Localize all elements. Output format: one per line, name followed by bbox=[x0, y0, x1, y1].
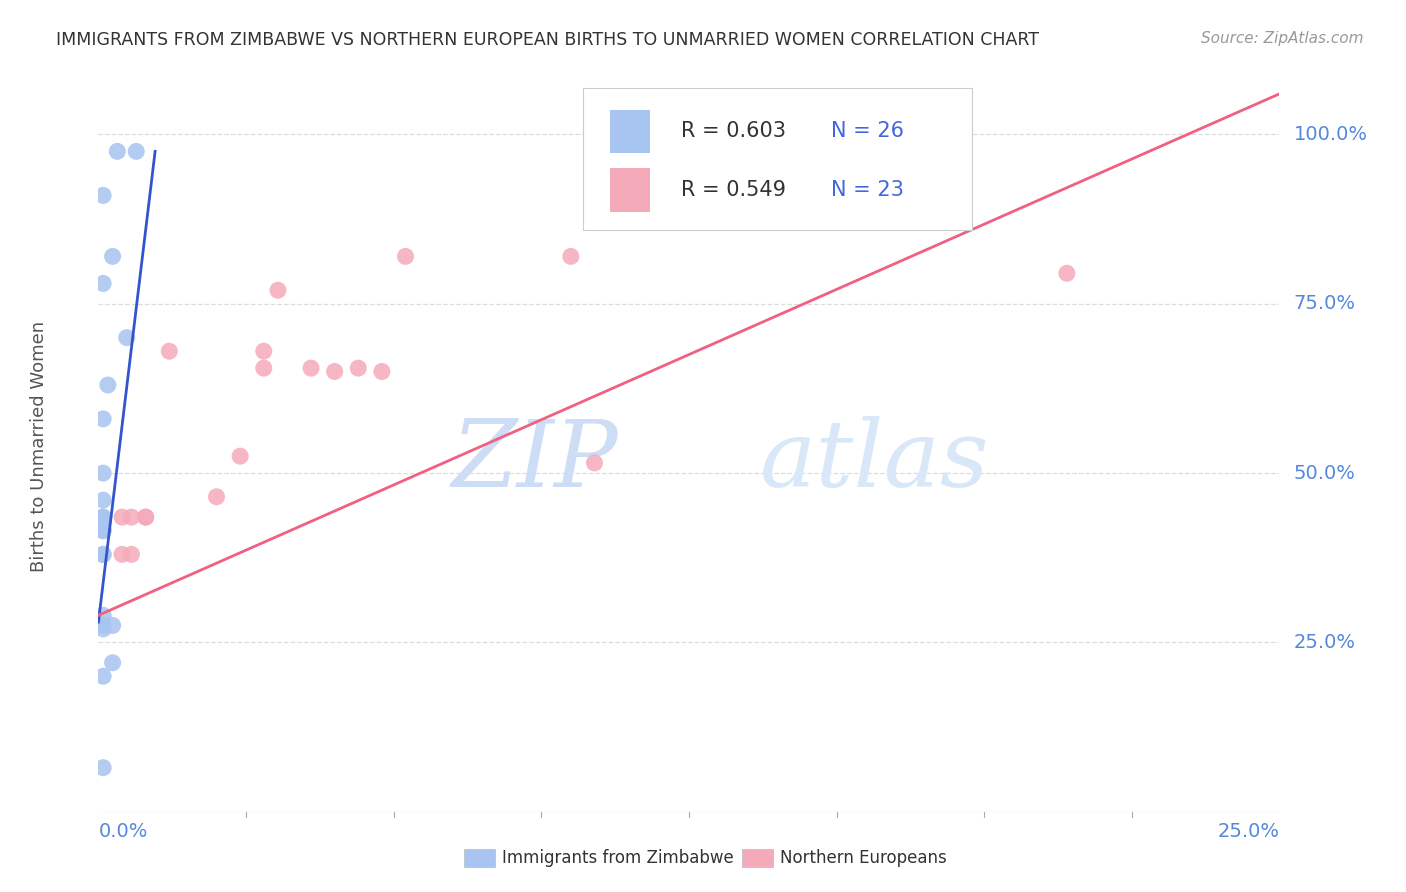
Point bbox=[90, 514, 112, 528]
Point bbox=[91, 618, 114, 632]
Point bbox=[125, 145, 148, 159]
Text: 25.0%: 25.0% bbox=[1294, 633, 1355, 652]
Text: R = 0.549: R = 0.549 bbox=[681, 180, 786, 200]
Point bbox=[253, 361, 276, 376]
Point bbox=[1056, 266, 1078, 280]
Point bbox=[91, 761, 114, 775]
Point bbox=[135, 510, 157, 524]
Text: N = 26: N = 26 bbox=[831, 121, 904, 142]
Point bbox=[101, 618, 124, 632]
Point bbox=[135, 510, 157, 524]
Point bbox=[91, 510, 114, 524]
Point bbox=[121, 510, 143, 524]
Text: Immigrants from Zimbabwe: Immigrants from Zimbabwe bbox=[502, 849, 734, 867]
Text: 100.0%: 100.0% bbox=[1294, 125, 1368, 144]
Point bbox=[91, 514, 114, 528]
Text: atlas: atlas bbox=[759, 416, 990, 506]
Point bbox=[91, 547, 114, 561]
Point bbox=[820, 145, 842, 159]
Point bbox=[105, 145, 128, 159]
Point bbox=[121, 547, 143, 561]
Point bbox=[583, 456, 606, 470]
Point bbox=[394, 249, 416, 263]
Point bbox=[91, 466, 114, 480]
Point bbox=[91, 524, 114, 538]
Text: 50.0%: 50.0% bbox=[1294, 464, 1355, 483]
Text: N = 23: N = 23 bbox=[831, 180, 904, 200]
Point bbox=[91, 524, 114, 538]
Point bbox=[101, 656, 124, 670]
Text: R = 0.603: R = 0.603 bbox=[681, 121, 786, 142]
Point bbox=[371, 364, 394, 378]
Point bbox=[560, 249, 582, 263]
Point bbox=[299, 361, 322, 376]
Text: Births to Unmarried Women: Births to Unmarried Women bbox=[31, 320, 48, 572]
Point bbox=[91, 493, 114, 508]
Point bbox=[97, 378, 120, 392]
FancyBboxPatch shape bbox=[610, 110, 650, 153]
Point bbox=[101, 249, 124, 263]
Text: 75.0%: 75.0% bbox=[1294, 294, 1355, 313]
Point bbox=[111, 510, 134, 524]
Point bbox=[229, 449, 252, 463]
Point bbox=[91, 669, 114, 683]
Text: Northern Europeans: Northern Europeans bbox=[780, 849, 948, 867]
Point bbox=[91, 514, 114, 528]
Text: Source: ZipAtlas.com: Source: ZipAtlas.com bbox=[1201, 31, 1364, 46]
Point bbox=[748, 145, 770, 159]
FancyBboxPatch shape bbox=[582, 87, 973, 230]
Point bbox=[91, 412, 114, 426]
Point bbox=[347, 361, 370, 376]
FancyBboxPatch shape bbox=[610, 168, 650, 212]
Point bbox=[91, 608, 114, 623]
Text: 25.0%: 25.0% bbox=[1218, 822, 1279, 841]
Point bbox=[111, 547, 134, 561]
Text: 0.0%: 0.0% bbox=[98, 822, 148, 841]
Point bbox=[91, 510, 114, 524]
Point bbox=[91, 277, 114, 291]
Text: IMMIGRANTS FROM ZIMBABWE VS NORTHERN EUROPEAN BIRTHS TO UNMARRIED WOMEN CORRELAT: IMMIGRANTS FROM ZIMBABWE VS NORTHERN EUR… bbox=[56, 31, 1039, 49]
Text: ZIP: ZIP bbox=[451, 416, 619, 506]
Point bbox=[253, 344, 276, 359]
Point bbox=[115, 331, 138, 345]
Point bbox=[91, 188, 114, 202]
Point bbox=[267, 283, 290, 297]
Point bbox=[91, 547, 114, 561]
Point bbox=[772, 145, 794, 159]
Point bbox=[323, 364, 346, 378]
Point bbox=[91, 622, 114, 636]
Point bbox=[205, 490, 228, 504]
Point bbox=[157, 344, 180, 359]
